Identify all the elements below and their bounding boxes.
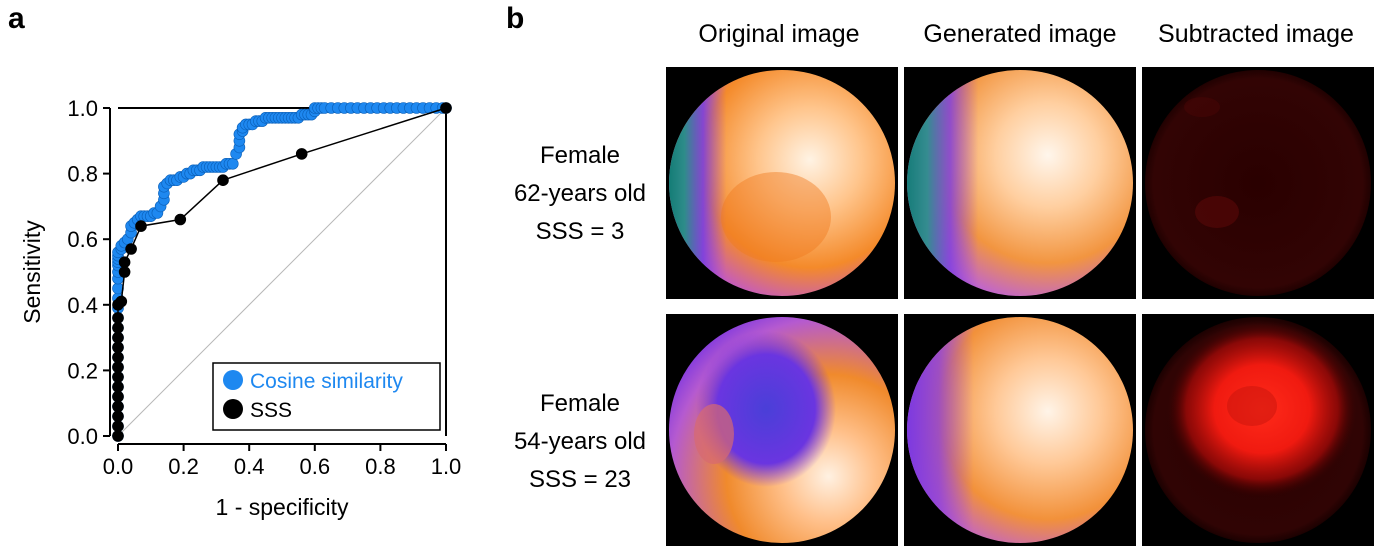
row-label-2: Female 54-years old SSS = 23: [494, 385, 666, 499]
point-sss: [174, 213, 187, 226]
panel-b-letter: b: [506, 2, 525, 35]
roc-chart: 0.0 0.2 0.4 0.6 0.8 1.0 0.0 0.2 0.4 0.6 0.8 1.0 Se…: [19, 96, 462, 520]
point-sss: [295, 148, 308, 160]
point-sss: [112, 410, 124, 423]
y-tick-label: 0.4: [67, 293, 98, 318]
point-sss: [112, 380, 124, 393]
column-header-generated: Generated image: [923, 20, 1117, 48]
series-layer: [112, 102, 452, 442]
row1-sex: Female: [539, 142, 621, 169]
x-tick-label: 1.0: [431, 454, 462, 479]
row2-original-image: [666, 314, 898, 546]
y-axis: 0.0 0.2 0.4 0.6 0.8 1.0: [67, 96, 111, 449]
y-tick-label: 0.8: [67, 162, 98, 187]
column-header-original: Original image: [698, 20, 860, 48]
point-sss: [118, 256, 131, 269]
legend-label-cosine: Cosine similarity: [250, 370, 403, 393]
y-axis-label: Sensitivity: [19, 220, 45, 324]
point-sss: [112, 351, 124, 364]
legend: Cosine similarity SSS: [212, 362, 441, 431]
y-tick-label: 0.0: [67, 424, 98, 449]
point-sss: [112, 390, 124, 403]
point-sss: [112, 400, 124, 413]
row2-sss: SSS = 23: [528, 466, 632, 493]
row2-generated-image: [904, 314, 1136, 546]
row1-age: 62-years old: [513, 180, 647, 207]
row2-age: 54-years old: [513, 428, 647, 455]
y-tick-label: 0.6: [67, 227, 98, 252]
x-tick-label: 0.6: [300, 454, 331, 479]
point-sss: [217, 174, 229, 186]
point-cosine-similarity: [227, 158, 239, 170]
point-sss: [118, 266, 131, 278]
panel-a-letter: a: [8, 2, 25, 35]
legend-box: [212, 362, 441, 431]
row-label-1: Female 62-years old SSS = 3: [494, 137, 666, 251]
legend-marker-sss: [223, 399, 243, 419]
y-tick-label: 0.2: [67, 358, 98, 383]
x-tick-label: 0.4: [234, 454, 265, 479]
point-sss: [112, 420, 124, 433]
point-sss: [112, 312, 124, 324]
row2-sex: Female: [539, 390, 621, 417]
row2-subtracted-image: [1142, 314, 1374, 546]
legend-marker-cosine: [223, 370, 243, 390]
x-tick-label: 0.8: [365, 454, 396, 479]
legend-label-sss: SSS: [250, 399, 292, 422]
x-tick-label: 0.0: [103, 454, 134, 479]
row1-subtracted-image: [1142, 67, 1374, 299]
point-sss: [440, 102, 452, 114]
point-sss: [112, 321, 124, 334]
point-sss: [115, 295, 128, 308]
column-header-subtracted: Subtracted image: [1158, 20, 1354, 48]
row1-generated-image: [904, 67, 1136, 299]
point-sss: [125, 243, 137, 255]
point-sss: [135, 220, 147, 232]
row1-original-image: [666, 67, 898, 299]
point-sss: [112, 331, 124, 344]
reference-diagonal: [117, 107, 447, 437]
point-sss: [112, 371, 124, 383]
point-sss: [112, 341, 124, 354]
point-sss: [112, 361, 124, 373]
x-axis-label: 1 - specificity: [216, 494, 349, 520]
x-axis: 0.0 0.2 0.4 0.6 0.8 1.0: [103, 443, 462, 479]
point-sss: [112, 430, 124, 442]
x-tick-label: 0.2: [168, 454, 199, 479]
row1-sss: SSS = 3: [535, 218, 625, 245]
y-tick-label: 1.0: [67, 96, 98, 121]
